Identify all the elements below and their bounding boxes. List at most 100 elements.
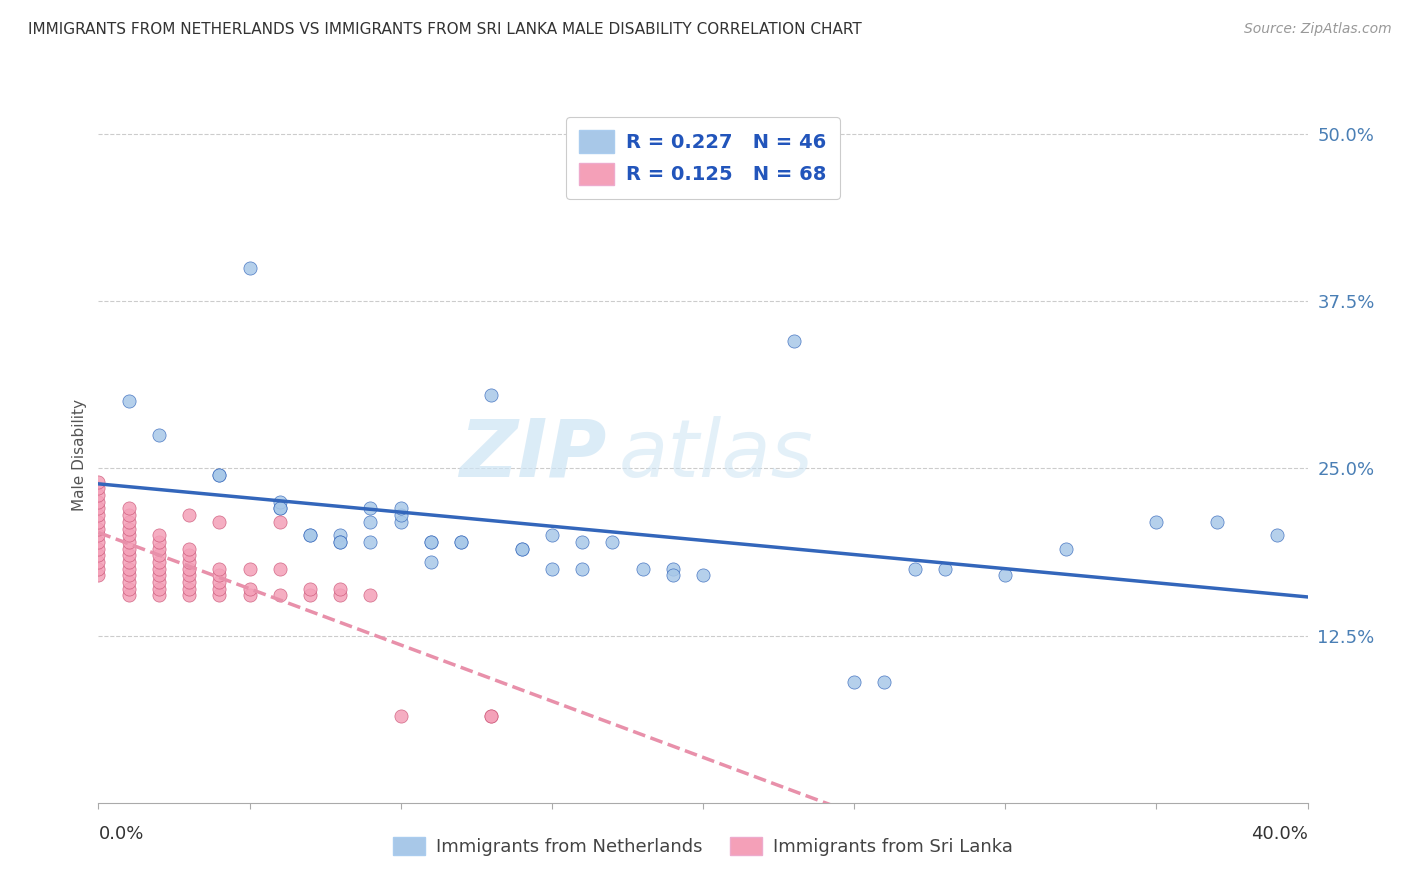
Point <box>419 535 441 549</box>
Point <box>329 535 352 549</box>
Point <box>87 548 110 563</box>
Point <box>87 555 110 569</box>
Point <box>208 562 231 576</box>
Point <box>329 589 352 603</box>
Point <box>118 501 141 516</box>
Point <box>148 562 170 576</box>
Point <box>177 568 201 582</box>
Point <box>571 562 593 576</box>
Point <box>239 562 262 576</box>
Point <box>118 515 141 529</box>
Y-axis label: Male Disability: Male Disability <box>72 399 87 511</box>
Point <box>661 568 683 582</box>
Point <box>269 515 291 529</box>
Point <box>87 521 110 535</box>
Point <box>87 528 110 542</box>
Point <box>329 528 352 542</box>
Point <box>208 575 231 590</box>
Point <box>87 501 110 516</box>
Point <box>360 589 382 603</box>
Text: Source: ZipAtlas.com: Source: ZipAtlas.com <box>1244 22 1392 37</box>
Point <box>389 501 412 516</box>
Point <box>87 515 110 529</box>
Point <box>299 528 322 542</box>
Legend: R = 0.227   N = 46, R = 0.125   N = 68: R = 0.227 N = 46, R = 0.125 N = 68 <box>565 117 841 199</box>
Point <box>602 535 624 549</box>
Point <box>148 568 170 582</box>
Point <box>450 535 472 549</box>
Point <box>118 541 141 556</box>
Point <box>118 535 141 549</box>
Point <box>177 555 201 569</box>
Point <box>844 675 866 690</box>
Point <box>118 548 141 563</box>
Point <box>389 515 412 529</box>
Point <box>360 501 382 516</box>
Point <box>208 468 231 483</box>
Point <box>692 568 714 582</box>
Point <box>299 589 322 603</box>
Point <box>510 541 533 556</box>
Point <box>419 535 441 549</box>
Point <box>177 508 201 523</box>
Text: atlas: atlas <box>619 416 813 494</box>
Point <box>177 589 201 603</box>
Point <box>360 515 382 529</box>
Point <box>148 548 170 563</box>
Point <box>299 528 322 542</box>
Point <box>118 394 141 409</box>
Point <box>87 562 110 576</box>
Point <box>1206 515 1229 529</box>
Point <box>540 528 562 542</box>
Point <box>118 562 141 576</box>
Point <box>208 589 231 603</box>
Point <box>360 535 382 549</box>
Point <box>148 535 170 549</box>
Point <box>571 535 593 549</box>
Point <box>782 334 804 349</box>
Point <box>208 468 231 483</box>
Point <box>87 541 110 556</box>
Point <box>540 562 562 576</box>
Point <box>269 494 291 508</box>
Point <box>177 582 201 596</box>
Point <box>239 589 262 603</box>
Point <box>481 708 503 723</box>
Point <box>177 548 201 563</box>
Point <box>118 555 141 569</box>
Point <box>239 582 262 596</box>
Point <box>389 508 412 523</box>
Point <box>87 535 110 549</box>
Point <box>1054 541 1077 556</box>
Point <box>87 488 110 502</box>
Point <box>269 589 291 603</box>
Point <box>148 428 170 442</box>
Point <box>208 582 231 596</box>
Point <box>873 675 896 690</box>
Point <box>87 494 110 508</box>
Point <box>118 582 141 596</box>
Point <box>118 589 141 603</box>
Point <box>87 508 110 523</box>
Text: IMMIGRANTS FROM NETHERLANDS VS IMMIGRANTS FROM SRI LANKA MALE DISABILITY CORRELA: IMMIGRANTS FROM NETHERLANDS VS IMMIGRANT… <box>28 22 862 37</box>
Text: 0.0%: 0.0% <box>98 825 143 843</box>
Point <box>1144 515 1167 529</box>
Point <box>934 562 956 576</box>
Point <box>208 568 231 582</box>
Point <box>148 582 170 596</box>
Point <box>299 582 322 596</box>
Point <box>87 568 110 582</box>
Point <box>239 260 262 275</box>
Point <box>994 568 1017 582</box>
Point <box>389 708 412 723</box>
Point <box>269 501 291 516</box>
Point <box>631 562 654 576</box>
Point <box>269 562 291 576</box>
Point <box>118 508 141 523</box>
Point <box>87 482 110 496</box>
Point <box>148 528 170 542</box>
Point <box>450 535 472 549</box>
Point <box>118 575 141 590</box>
Point <box>329 582 352 596</box>
Point <box>481 388 503 402</box>
